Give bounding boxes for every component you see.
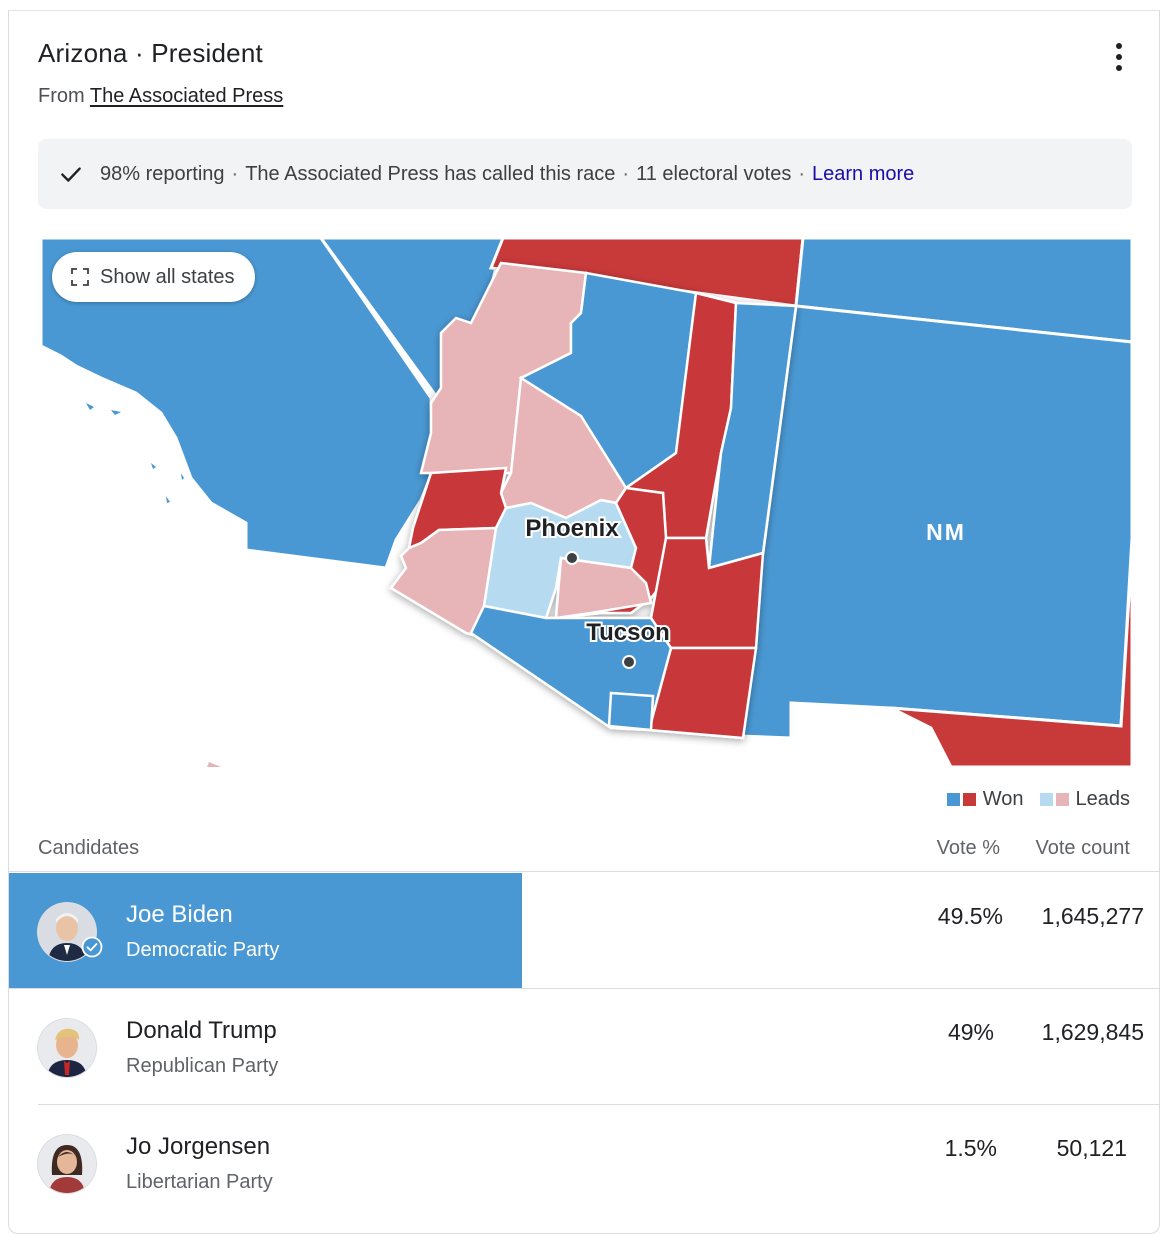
candidate-party: Republican Party (126, 1055, 279, 1077)
arizona-counties (389, 261, 798, 740)
reporting-text: 98% reporting (100, 162, 225, 185)
vote-count: 50,121 (1056, 1135, 1127, 1161)
legend-won-label: Won (982, 788, 1024, 810)
source-prefix: From (38, 85, 85, 107)
vote-count: 1,629,845 (1041, 1019, 1144, 1045)
candidate-row-jorgensen[interactable]: Jo Jorgensen Libertarian Party 1.5% 50,1… (9, 1105, 1159, 1221)
column-header-vote-pct: Vote % (936, 837, 1000, 859)
vote-pct: 1.5% (944, 1135, 997, 1161)
winner-check-icon (81, 936, 103, 958)
more-vert-icon[interactable] (1105, 39, 1133, 75)
legend-rep-leads-swatch (1055, 793, 1069, 806)
election-results-card: Arizona · President From The Associated … (8, 10, 1160, 1234)
legend-dem-leads-swatch (1039, 793, 1053, 806)
candidate-row-biden[interactable]: Joe Biden Democratic Party 49.5% 1,645,2… (9, 873, 1159, 989)
column-header-vote-count: Vote count (1035, 837, 1130, 859)
show-all-states-label: Show all states (100, 265, 235, 288)
column-header-candidates: Candidates (38, 837, 140, 859)
county-map-svg: Phoenix Tucson NM (41, 238, 1132, 767)
city-label-phoenix: Phoenix (525, 515, 619, 542)
legend-dem-won-swatch (946, 793, 960, 806)
candidate-party: Democratic Party (126, 939, 280, 961)
row-divider (38, 1104, 1159, 1105)
source-line: From The Associated Press (38, 85, 283, 108)
reporting-status-bar: 98% reporting · The Associated Press has… (38, 139, 1132, 209)
vote-pct: 49% (947, 1019, 994, 1045)
candidate-name: Joe Biden (126, 901, 233, 928)
city-label-tucson: Tucson (586, 619, 670, 646)
background-states (41, 238, 1132, 767)
legend-rep-won-swatch (962, 793, 976, 806)
table-divider (9, 871, 1159, 872)
electoral-votes-text: 11 electoral votes (636, 162, 792, 185)
candidate-party: Libertarian Party (126, 1171, 273, 1193)
map-legend: Won Leads (946, 788, 1131, 811)
county-results-map[interactable]: Phoenix Tucson NM (41, 238, 1132, 767)
state-label-nm: NM (926, 519, 966, 545)
vote-pct: 49.5% (937, 903, 1003, 929)
candidate-row-trump[interactable]: Donald Trump Republican Party 49% 1,629,… (9, 989, 1159, 1105)
city-markers: Phoenix Tucson NM (523, 513, 966, 669)
show-all-states-button[interactable]: Show all states (52, 252, 255, 302)
candidate-avatar-trump (38, 1019, 96, 1077)
candidate-avatar-jorgensen (38, 1135, 96, 1193)
source-link[interactable]: The Associated Press (89, 85, 284, 107)
race-title: Arizona · President (38, 38, 263, 68)
candidate-name: Donald Trump (126, 1017, 277, 1044)
check-icon (61, 167, 81, 182)
learn-more-link[interactable]: Learn more (812, 162, 915, 185)
row-divider (9, 988, 1159, 989)
candidate-name: Jo Jorgensen (126, 1133, 271, 1160)
race-called-text: The Associated Press has called this rac… (245, 162, 616, 185)
legend-leads-label: Leads (1075, 788, 1131, 810)
expand-icon (71, 268, 89, 286)
vote-count: 1,645,277 (1041, 903, 1144, 929)
